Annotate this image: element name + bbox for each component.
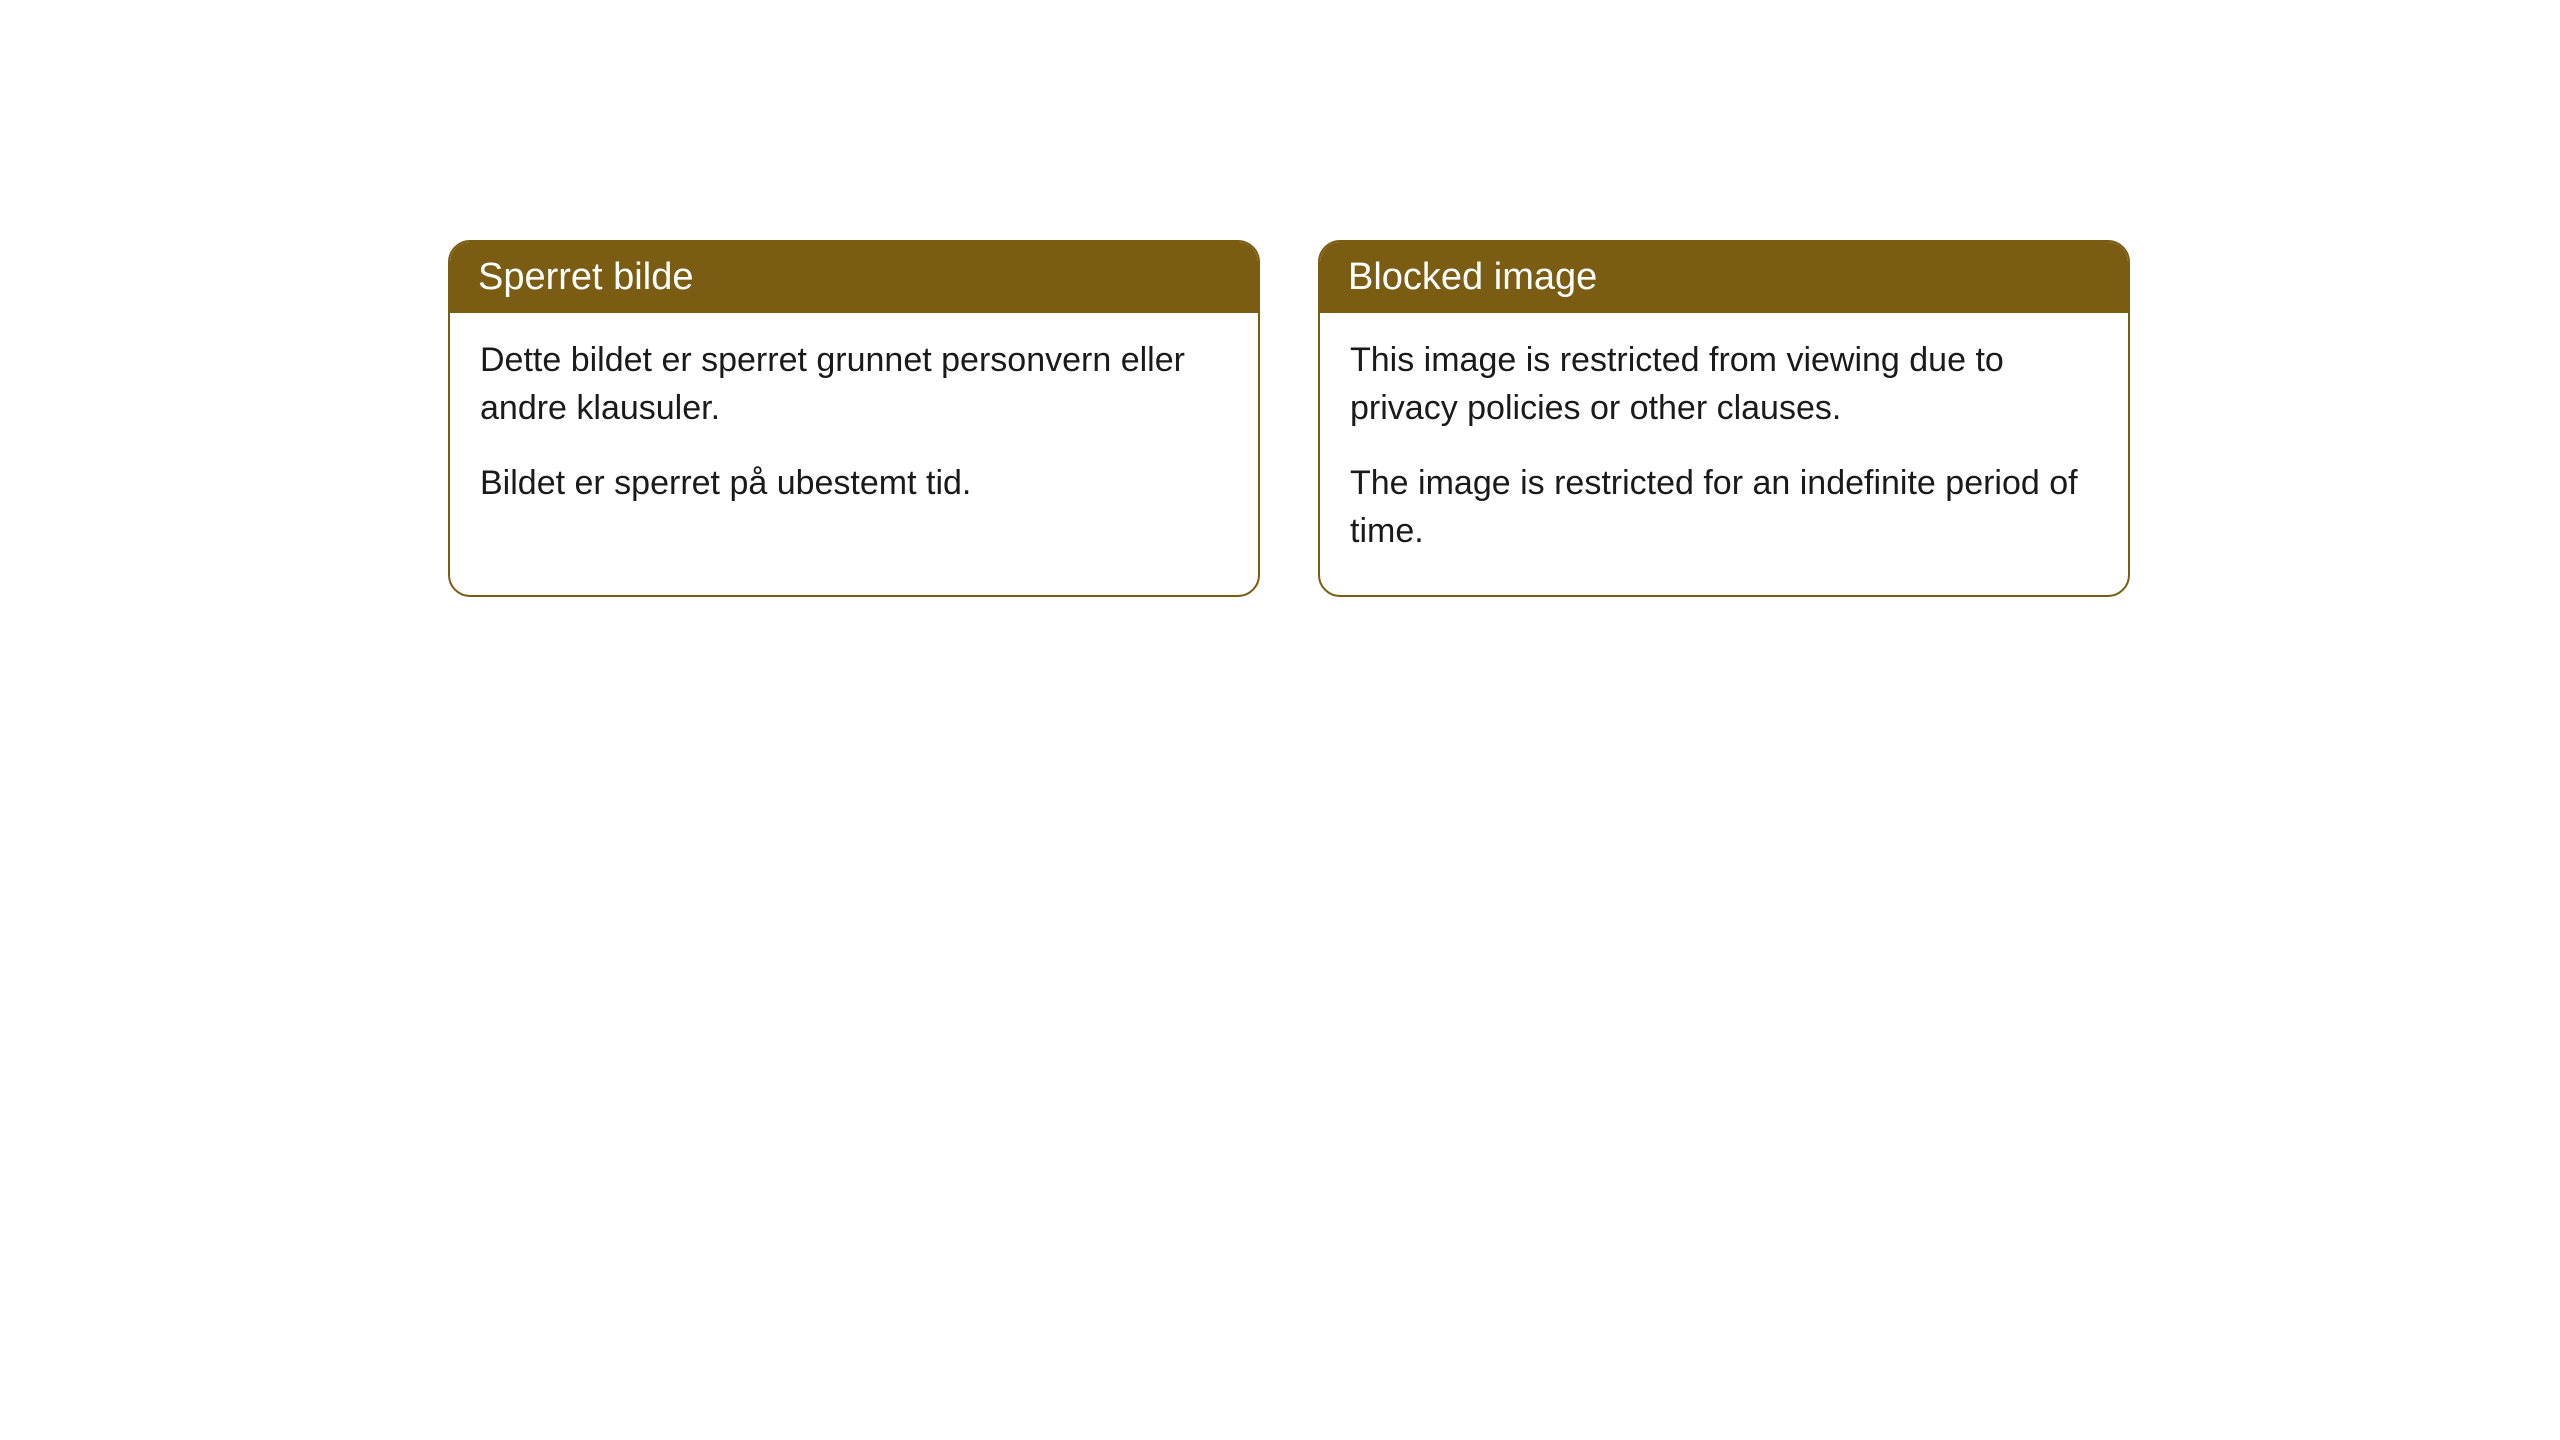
card-header: Blocked image	[1320, 242, 2128, 313]
notice-card-english: Blocked image This image is restricted f…	[1318, 240, 2130, 597]
card-paragraph: This image is restricted from viewing du…	[1350, 337, 2098, 432]
card-header: Sperret bilde	[450, 242, 1258, 313]
card-title: Blocked image	[1348, 256, 1597, 298]
card-paragraph: The image is restricted for an indefinit…	[1350, 460, 2098, 555]
notice-container: Sperret bilde Dette bildet er sperret gr…	[0, 0, 2560, 597]
notice-card-norwegian: Sperret bilde Dette bildet er sperret gr…	[448, 240, 1260, 597]
card-paragraph: Bildet er sperret på ubestemt tid.	[480, 460, 1228, 508]
card-title: Sperret bilde	[478, 256, 693, 298]
card-body: This image is restricted from viewing du…	[1320, 313, 2128, 595]
card-paragraph: Dette bildet er sperret grunnet personve…	[480, 337, 1228, 432]
card-body: Dette bildet er sperret grunnet personve…	[450, 313, 1258, 548]
